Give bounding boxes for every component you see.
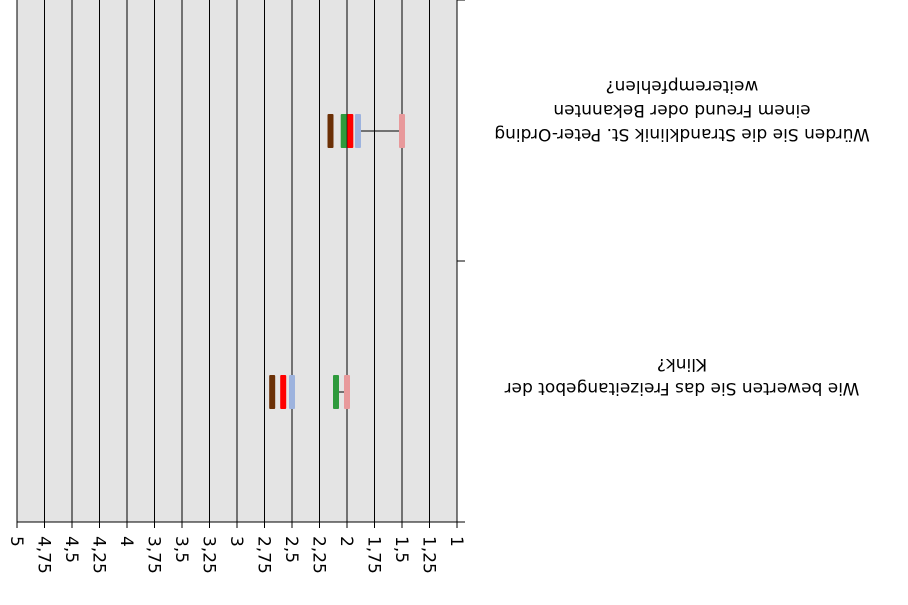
x-tick-label: 2,75 — [254, 536, 274, 574]
bar — [355, 114, 361, 148]
x-tick-label: 4,75 — [34, 536, 54, 574]
x-tick-label: 2 — [336, 536, 356, 547]
x-tick-label: 1 — [446, 536, 466, 547]
x-tick-label: 1,75 — [364, 536, 384, 574]
category-label-line: Wie bewerten Sie das Freizeitangebot der — [504, 378, 860, 398]
bar-marker — [344, 385, 350, 399]
x-tick-label: 1,5 — [391, 536, 411, 563]
bar — [347, 114, 354, 148]
bar-marker — [399, 124, 405, 138]
x-tick-label: 2,5 — [281, 536, 301, 563]
x-tick-labels: 1 1,25 1,5 1,75 2 2,25 2,5 2,75 3 3,25 3,5 3,75 4 4,2… — [6, 536, 466, 574]
x-tick-label: 4 — [116, 536, 136, 547]
category-label: Würden Sie die Strandklinik St. Peter-Or… — [452, 74, 908, 146]
gridlines — [16, 0, 458, 522]
category-label-line: Würden Sie die Strandklinik St. Peter-Or… — [494, 124, 870, 144]
x-tick-label: 3,75 — [144, 536, 164, 574]
bar — [340, 114, 347, 148]
category-label: Wie bewerten Sie das Freizeitangebot der… — [452, 352, 908, 400]
x-tick-label: 3 — [226, 536, 246, 547]
x-tick-label: 4,5 — [61, 536, 81, 563]
x-tick-label: 3,25 — [199, 536, 219, 574]
x-tick-label: 4,25 — [89, 536, 109, 574]
category-label-line: weiterempfehlen? — [605, 76, 759, 96]
x-axis — [16, 0, 465, 528]
category-label-line: Klink? — [656, 354, 708, 374]
bar — [327, 114, 334, 148]
bars — [269, 114, 405, 409]
bar — [269, 375, 276, 409]
x-tick-label: 2,25 — [309, 536, 329, 574]
x-tick-label: 1,25 — [419, 536, 439, 574]
category-label-line: einem Freund oder Bekannten — [553, 100, 811, 120]
bar — [289, 375, 295, 409]
x-tick-label: 5 — [6, 536, 26, 547]
x-tick-label: 3,5 — [171, 536, 191, 563]
bar — [333, 375, 339, 409]
bar — [280, 375, 287, 409]
